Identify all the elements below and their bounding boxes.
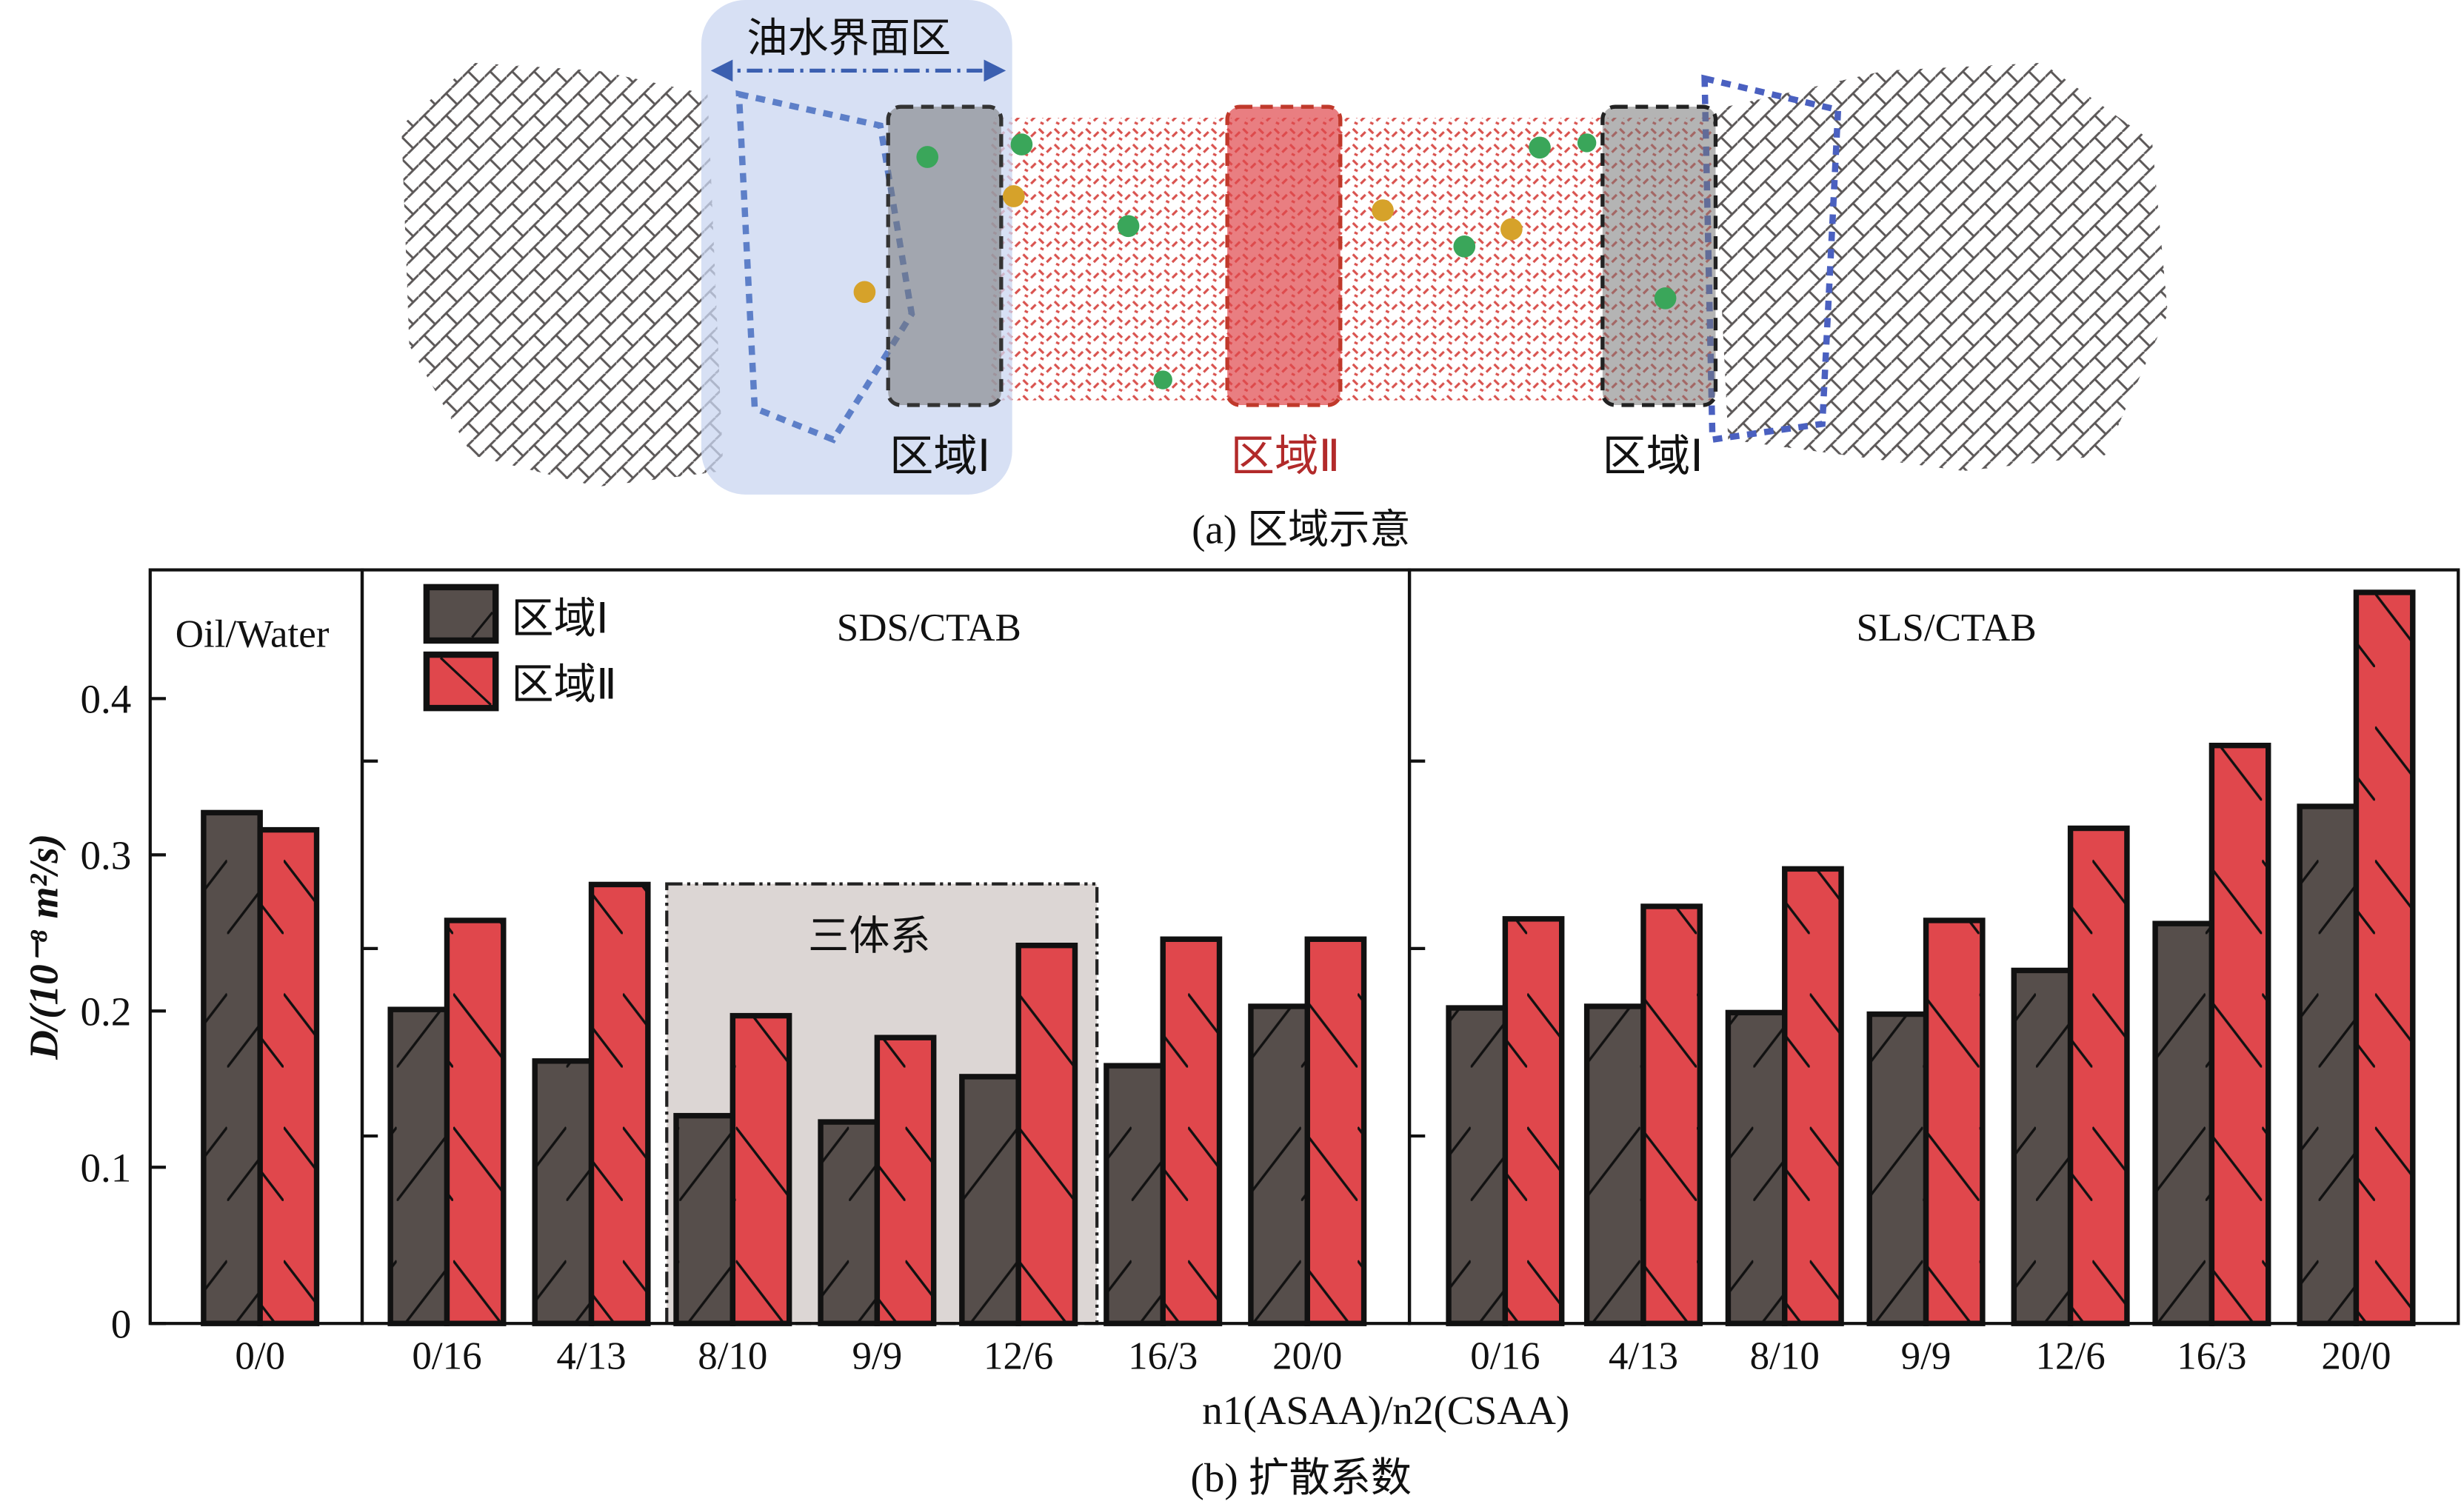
panel-title-sds-ctab: SDS/CTAB <box>837 606 1021 649</box>
y-tick-label: 0.4 <box>80 676 131 721</box>
x-tick-label: 0/16 <box>412 1335 481 1378</box>
panel-b-caption: (b) 扩散系数 <box>1191 1455 1412 1500</box>
region1-left-box <box>886 104 1004 407</box>
y-tick-label: 0.3 <box>80 832 131 878</box>
bar-region1-9-9 <box>1866 1011 1929 1326</box>
bar-region2-20-0 <box>2353 589 2416 1326</box>
bar-region1-12-6 <box>959 1074 1021 1326</box>
diffusion-chart: 三体系 0/0 0/16 4/13 8/10 9/9 12/6 16/3 20/0 0/16 4/… <box>21 568 2460 1500</box>
panel-title-oil-water: Oil/Water <box>176 612 330 655</box>
ions <box>853 133 1677 390</box>
bar-region2-12-6 <box>1015 943 1078 1326</box>
bar-region1-8-10 <box>1725 1009 1788 1326</box>
arrow-head-right <box>984 59 1006 82</box>
bar-region2-20-0 <box>1304 936 1367 1326</box>
bar-region1-8-10 <box>673 1112 736 1326</box>
y-tick-label: 0.1 <box>80 1145 131 1190</box>
bar-region2-4-13 <box>588 881 651 1326</box>
bar-region2-16-3 <box>1160 936 1223 1326</box>
bar-region2-8-10 <box>1782 866 1844 1326</box>
panel-title-sls-ctab: SLS/CTAB <box>1857 606 2037 649</box>
bar-region2-0-16 <box>1502 916 1565 1326</box>
arrow-head-left <box>710 59 733 82</box>
bar-region1-20-0 <box>1248 1003 1310 1326</box>
legend-label-region2: 区域Ⅱ <box>511 661 617 708</box>
x-tick-label: 20/0 <box>1272 1335 1342 1378</box>
legend: 区域Ⅰ 区域Ⅱ <box>423 584 617 712</box>
x-tick-label: 8/10 <box>698 1335 767 1378</box>
bar-region1-16-3 <box>1104 1063 1166 1326</box>
region1-right-label: 区域Ⅰ <box>1603 432 1703 481</box>
bar-region1-9-9 <box>818 1119 881 1326</box>
y-tick-label: 0 <box>111 1301 132 1346</box>
oil-phase-right <box>1712 62 2168 472</box>
region1-left-label: 区域Ⅰ <box>889 432 990 481</box>
panel-a-simulation-box: 油水界面区 区域Ⅰ 区域Ⅱ 区域Ⅰ (a) 区域示意 <box>401 0 2168 552</box>
x-tick-label: 4/13 <box>556 1335 626 1378</box>
x-tick-label: 9/9 <box>852 1335 903 1378</box>
bar-region1-4-13 <box>1583 1003 1646 1326</box>
bar-region1-0-16 <box>1446 1005 1509 1326</box>
region1-right-box <box>1600 104 1718 407</box>
y-tick-label: 0.2 <box>80 989 131 1034</box>
bar-region1-16-3 <box>2152 920 2215 1326</box>
bar-region2-9-9 <box>1923 918 1986 1326</box>
interface-label: 油水界面区 <box>747 16 951 61</box>
bar-region2-16-3 <box>2208 742 2271 1326</box>
x-tick-label: 9/9 <box>1901 1335 1951 1378</box>
bar-region1-12-6 <box>2011 967 2074 1326</box>
panel-sls-ctab-frame <box>1407 568 2460 1326</box>
x-tick-label: 4/13 <box>1609 1335 1678 1378</box>
x-tick-label: 16/3 <box>1128 1335 1198 1378</box>
bar-region2-12-6 <box>2067 825 2130 1326</box>
bar-region2-0-16 <box>444 918 507 1326</box>
region2-label: 区域Ⅱ <box>1231 432 1340 481</box>
bar-region1-0-0 <box>201 809 263 1326</box>
bar-region2-0-0 <box>257 826 320 1326</box>
bar-region1-20-0 <box>2297 803 2360 1326</box>
x-tick-label: 8/10 <box>1750 1335 1820 1378</box>
x-tick-label: 12/6 <box>984 1335 1053 1378</box>
x-tick-label: 12/6 <box>2035 1335 2105 1378</box>
x-axis-label: n1(ASAA)/n2(CSAA) <box>1202 1388 1569 1433</box>
region2-box <box>1225 104 1343 407</box>
bar-region2-9-9 <box>874 1035 937 1326</box>
y-axis-label: D/(10⁻⁸ m²/s) <box>21 834 67 1060</box>
x-tick-label: 20/0 <box>2321 1335 2391 1378</box>
bar-region2-8-10 <box>729 1012 792 1326</box>
legend-swatch-region1 <box>423 584 499 644</box>
legend-label-region1: 区域Ⅰ <box>511 595 608 642</box>
x-tick-label: 16/3 <box>2177 1335 2246 1378</box>
highlight-label: 三体系 <box>808 914 930 959</box>
water-phase <box>990 118 1713 401</box>
legend-swatch-region2 <box>423 651 499 712</box>
x-tick-label: 0/0 <box>235 1335 285 1378</box>
bar-region1-4-13 <box>532 1058 595 1326</box>
bar-region1-0-16 <box>387 1006 450 1326</box>
x-tick-label: 0/16 <box>1470 1335 1540 1378</box>
oil-phase-left <box>401 62 724 487</box>
panel-a-caption: (a) 区域示意 <box>1192 507 1410 552</box>
bar-region2-4-13 <box>1640 903 1703 1326</box>
